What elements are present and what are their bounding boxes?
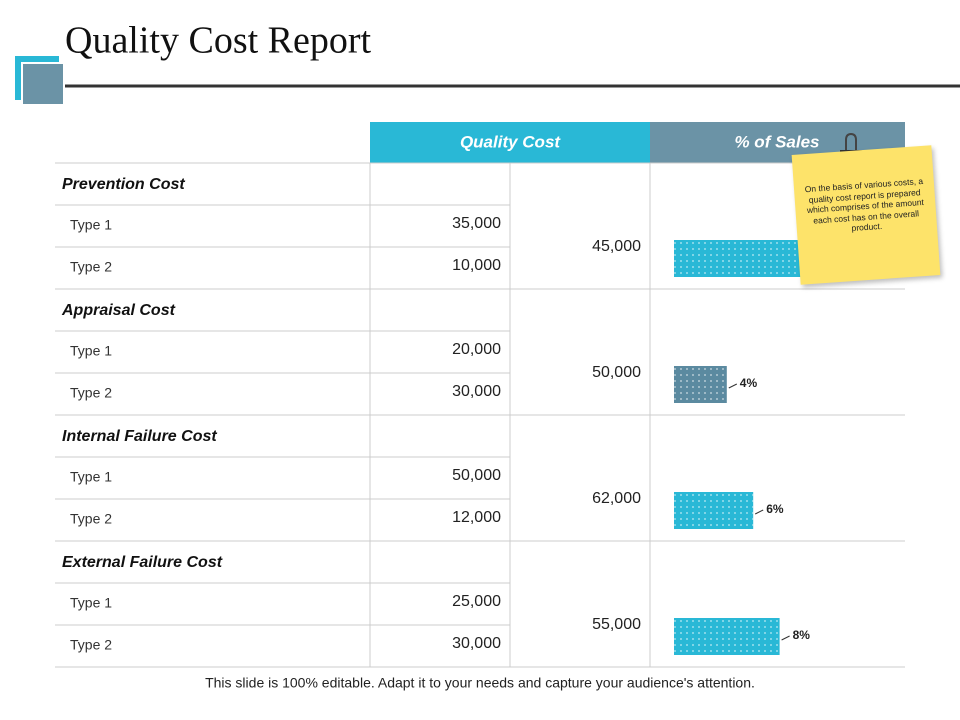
label-leader	[781, 635, 790, 641]
section-total: 50,000	[592, 364, 641, 381]
row-label: Type 1	[70, 343, 112, 359]
title-deco	[21, 62, 65, 106]
label-leader	[728, 383, 738, 389]
row-value: 35,000	[452, 215, 501, 232]
section-total: 62,000	[592, 490, 641, 507]
label-leader	[754, 509, 764, 515]
header-cell	[370, 122, 650, 163]
bar-texture	[674, 240, 806, 277]
row-value: 30,000	[452, 635, 501, 652]
bar-texture	[674, 618, 780, 655]
row-value: 25,000	[452, 593, 501, 610]
row-label: Type 1	[70, 469, 112, 485]
row-label: Type 2	[70, 637, 112, 653]
row-value: 12,000	[452, 509, 501, 526]
row-value: 30,000	[452, 383, 501, 400]
section-name: Internal Failure Cost	[62, 428, 217, 445]
footer: This slide is 100% editable. Adapt it to…	[205, 675, 755, 691]
column-header: % of Sales	[734, 132, 819, 151]
bar-texture	[674, 366, 727, 403]
section-total: 55,000	[592, 616, 641, 633]
section-name: Appraisal Cost	[61, 302, 176, 319]
row-label: Type 2	[70, 259, 112, 275]
section-name: Prevention Cost	[62, 176, 185, 193]
row-label: Type 2	[70, 511, 112, 527]
row-value: 50,000	[452, 467, 501, 484]
bar-texture	[674, 492, 754, 529]
sticky-note: On the basis of various costs, a quality…	[791, 145, 941, 285]
row-label: Type 1	[70, 595, 112, 611]
value-label: 6%	[766, 502, 784, 516]
row-label: Type 2	[70, 385, 112, 401]
row-value: 10,000	[452, 257, 501, 274]
column-header: Quality Cost	[460, 132, 561, 151]
title: Quality Cost Report	[65, 20, 372, 62]
value-label: 4%	[740, 376, 758, 390]
row-label: Type 1	[70, 217, 112, 233]
section-name: External Failure Cost	[62, 554, 223, 571]
value-label: 8%	[793, 628, 811, 642]
row-value: 20,000	[452, 341, 501, 358]
section-total: 45,000	[592, 238, 641, 255]
